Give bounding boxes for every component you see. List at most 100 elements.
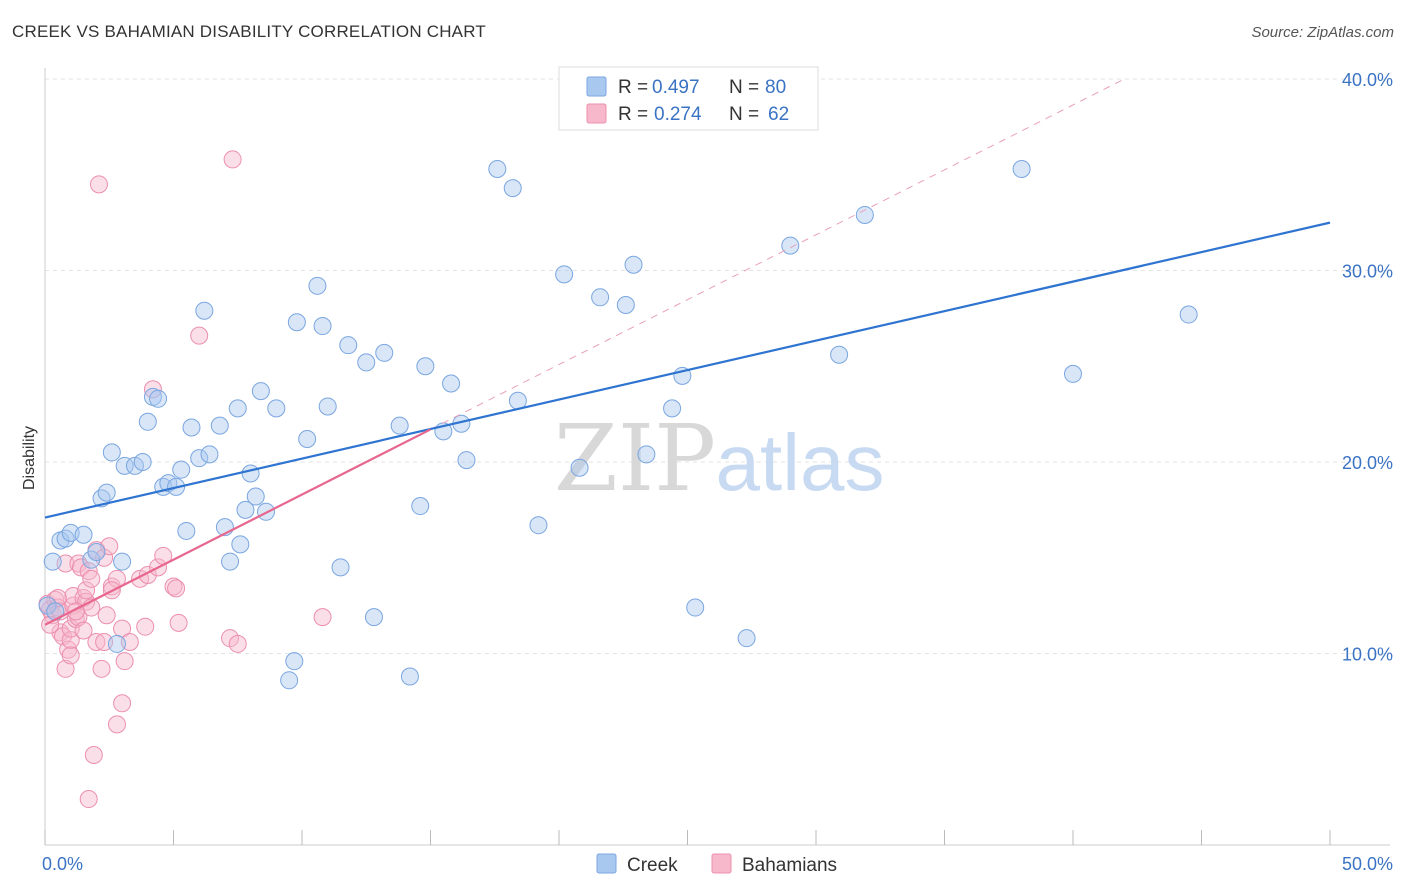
bahamian-point-22 (77, 581, 96, 600)
creek-n-value: 80 (765, 77, 786, 98)
creek-n-label: N = (729, 77, 759, 98)
bahamian-r-value: 0.274 (654, 104, 702, 125)
source-label: Source: ZipAtlas.com (1251, 24, 1394, 41)
creek-point-24 (195, 301, 214, 320)
bahamian-legend-swatch (586, 103, 607, 124)
bahamian-point-20 (74, 621, 93, 640)
bahamian-point-50 (169, 613, 188, 632)
creek-point-23 (190, 449, 209, 468)
creek-point-9 (102, 443, 121, 462)
bahamian-point-8 (56, 659, 75, 678)
creek-point-72 (830, 345, 849, 364)
creek-series-swatch (596, 853, 617, 874)
bahamian-r-label: R = (618, 104, 648, 125)
creek-point-60 (529, 516, 548, 535)
chart-title: CREEK VS BAHAMIAN DISABILITY CORRELATION… (12, 22, 486, 41)
creek-point-11 (115, 456, 134, 475)
creek-point-51 (411, 497, 430, 516)
creek-point-31 (236, 500, 255, 519)
bahamian-point-58 (61, 646, 80, 665)
y-tick-label-3: 40.0% (1342, 70, 1393, 90)
bahamian-point-51 (190, 326, 209, 345)
bahamian-series-swatch (711, 853, 732, 874)
y-tick-label-2: 30.0% (1342, 262, 1393, 282)
creek-point-13 (133, 453, 152, 471)
creek-point-26 (210, 416, 229, 435)
creek-point-62 (570, 458, 589, 477)
creek-point-38 (285, 652, 304, 671)
creek-point-74 (1012, 160, 1031, 179)
creek-point-48 (375, 343, 394, 362)
creek-point-34 (251, 382, 270, 401)
watermark-atlas: atlas (716, 418, 885, 507)
bahamian-point-27 (87, 633, 106, 652)
creek-point-16 (149, 389, 168, 408)
creek-point-4 (74, 525, 93, 544)
creek-point-44 (331, 558, 350, 577)
creek-point-54 (442, 374, 461, 393)
creek-point-56 (457, 451, 476, 470)
creek-point-49 (390, 416, 409, 435)
creek-point-33 (246, 487, 265, 506)
bahamian-point-49 (167, 579, 186, 598)
creek-point-10 (113, 552, 132, 571)
y-tick-label-1: 20.0% (1342, 453, 1393, 473)
creek-point-6 (87, 543, 106, 562)
creek-point-36 (267, 399, 286, 418)
creek-point-73 (855, 205, 874, 224)
creek-point-63 (591, 288, 610, 307)
y-tick-label-0: 10.0% (1342, 645, 1393, 665)
trend-lines (44, 78, 1331, 626)
creek-point-76 (1179, 305, 1198, 324)
creek-point-41 (308, 276, 327, 295)
creek-point-71 (781, 236, 800, 255)
creek-point-14 (138, 412, 157, 431)
bahamian-point-54 (228, 634, 247, 653)
x-tick-label-1: 50.0% (1342, 854, 1393, 874)
y-axis-label: Disability (21, 426, 38, 490)
bahamian-series-label: Bahamians (742, 855, 837, 876)
grid-lines (45, 78, 1390, 654)
bahamian-point-45 (143, 380, 162, 399)
bahamian-point-38 (113, 694, 132, 713)
creek-series-label: Creek (627, 855, 678, 876)
creek-point-69 (686, 598, 705, 617)
creek-point-47 (364, 608, 383, 627)
creek-point-29 (228, 399, 247, 418)
creek-trend-line (44, 221, 1331, 519)
creek-r-value: 0.497 (652, 77, 700, 98)
creek-point-28 (221, 552, 240, 571)
bahamian-point-59 (79, 790, 98, 809)
creek-point-21 (177, 521, 196, 540)
creek-point-70 (737, 629, 756, 648)
creek-point-52 (416, 357, 435, 376)
bahamian-point-43 (136, 617, 155, 636)
creek-point-75 (1064, 364, 1082, 383)
creek-point-50 (400, 667, 419, 686)
creek-point-0 (43, 552, 62, 571)
bahamian-trend-extension (430, 78, 1125, 430)
stats-legend: R = 0.497 N = 80 R = 0.274 N = 62 (558, 66, 819, 131)
series-legend: Creek Bahamians (596, 853, 837, 876)
creek-point-2 (56, 529, 75, 548)
x-tick-label-0: 0.0% (42, 854, 83, 874)
creek-point-37 (280, 671, 299, 690)
bahamian-point-24 (82, 569, 101, 588)
bahamian-points (38, 150, 332, 809)
creek-r-label: R = (618, 77, 648, 98)
creek-point-8 (97, 483, 116, 502)
watermark-zip: ZIP (554, 405, 716, 512)
creek-point-25 (200, 445, 219, 464)
bahamian-point-30 (92, 659, 111, 678)
watermark: ZIP atlas (554, 405, 885, 512)
bahamian-point-33 (97, 606, 116, 625)
creek-point-30 (231, 535, 250, 554)
bahamian-n-label: N = (729, 104, 759, 125)
creek-point-67 (663, 399, 682, 418)
bahamian-point-26 (84, 745, 103, 764)
creek-point-22 (182, 418, 201, 437)
creek-point-43 (318, 397, 337, 416)
bahamian-point-55 (313, 608, 332, 627)
creek-point-45 (339, 336, 358, 355)
bahamian-n-value: 62 (768, 104, 789, 125)
